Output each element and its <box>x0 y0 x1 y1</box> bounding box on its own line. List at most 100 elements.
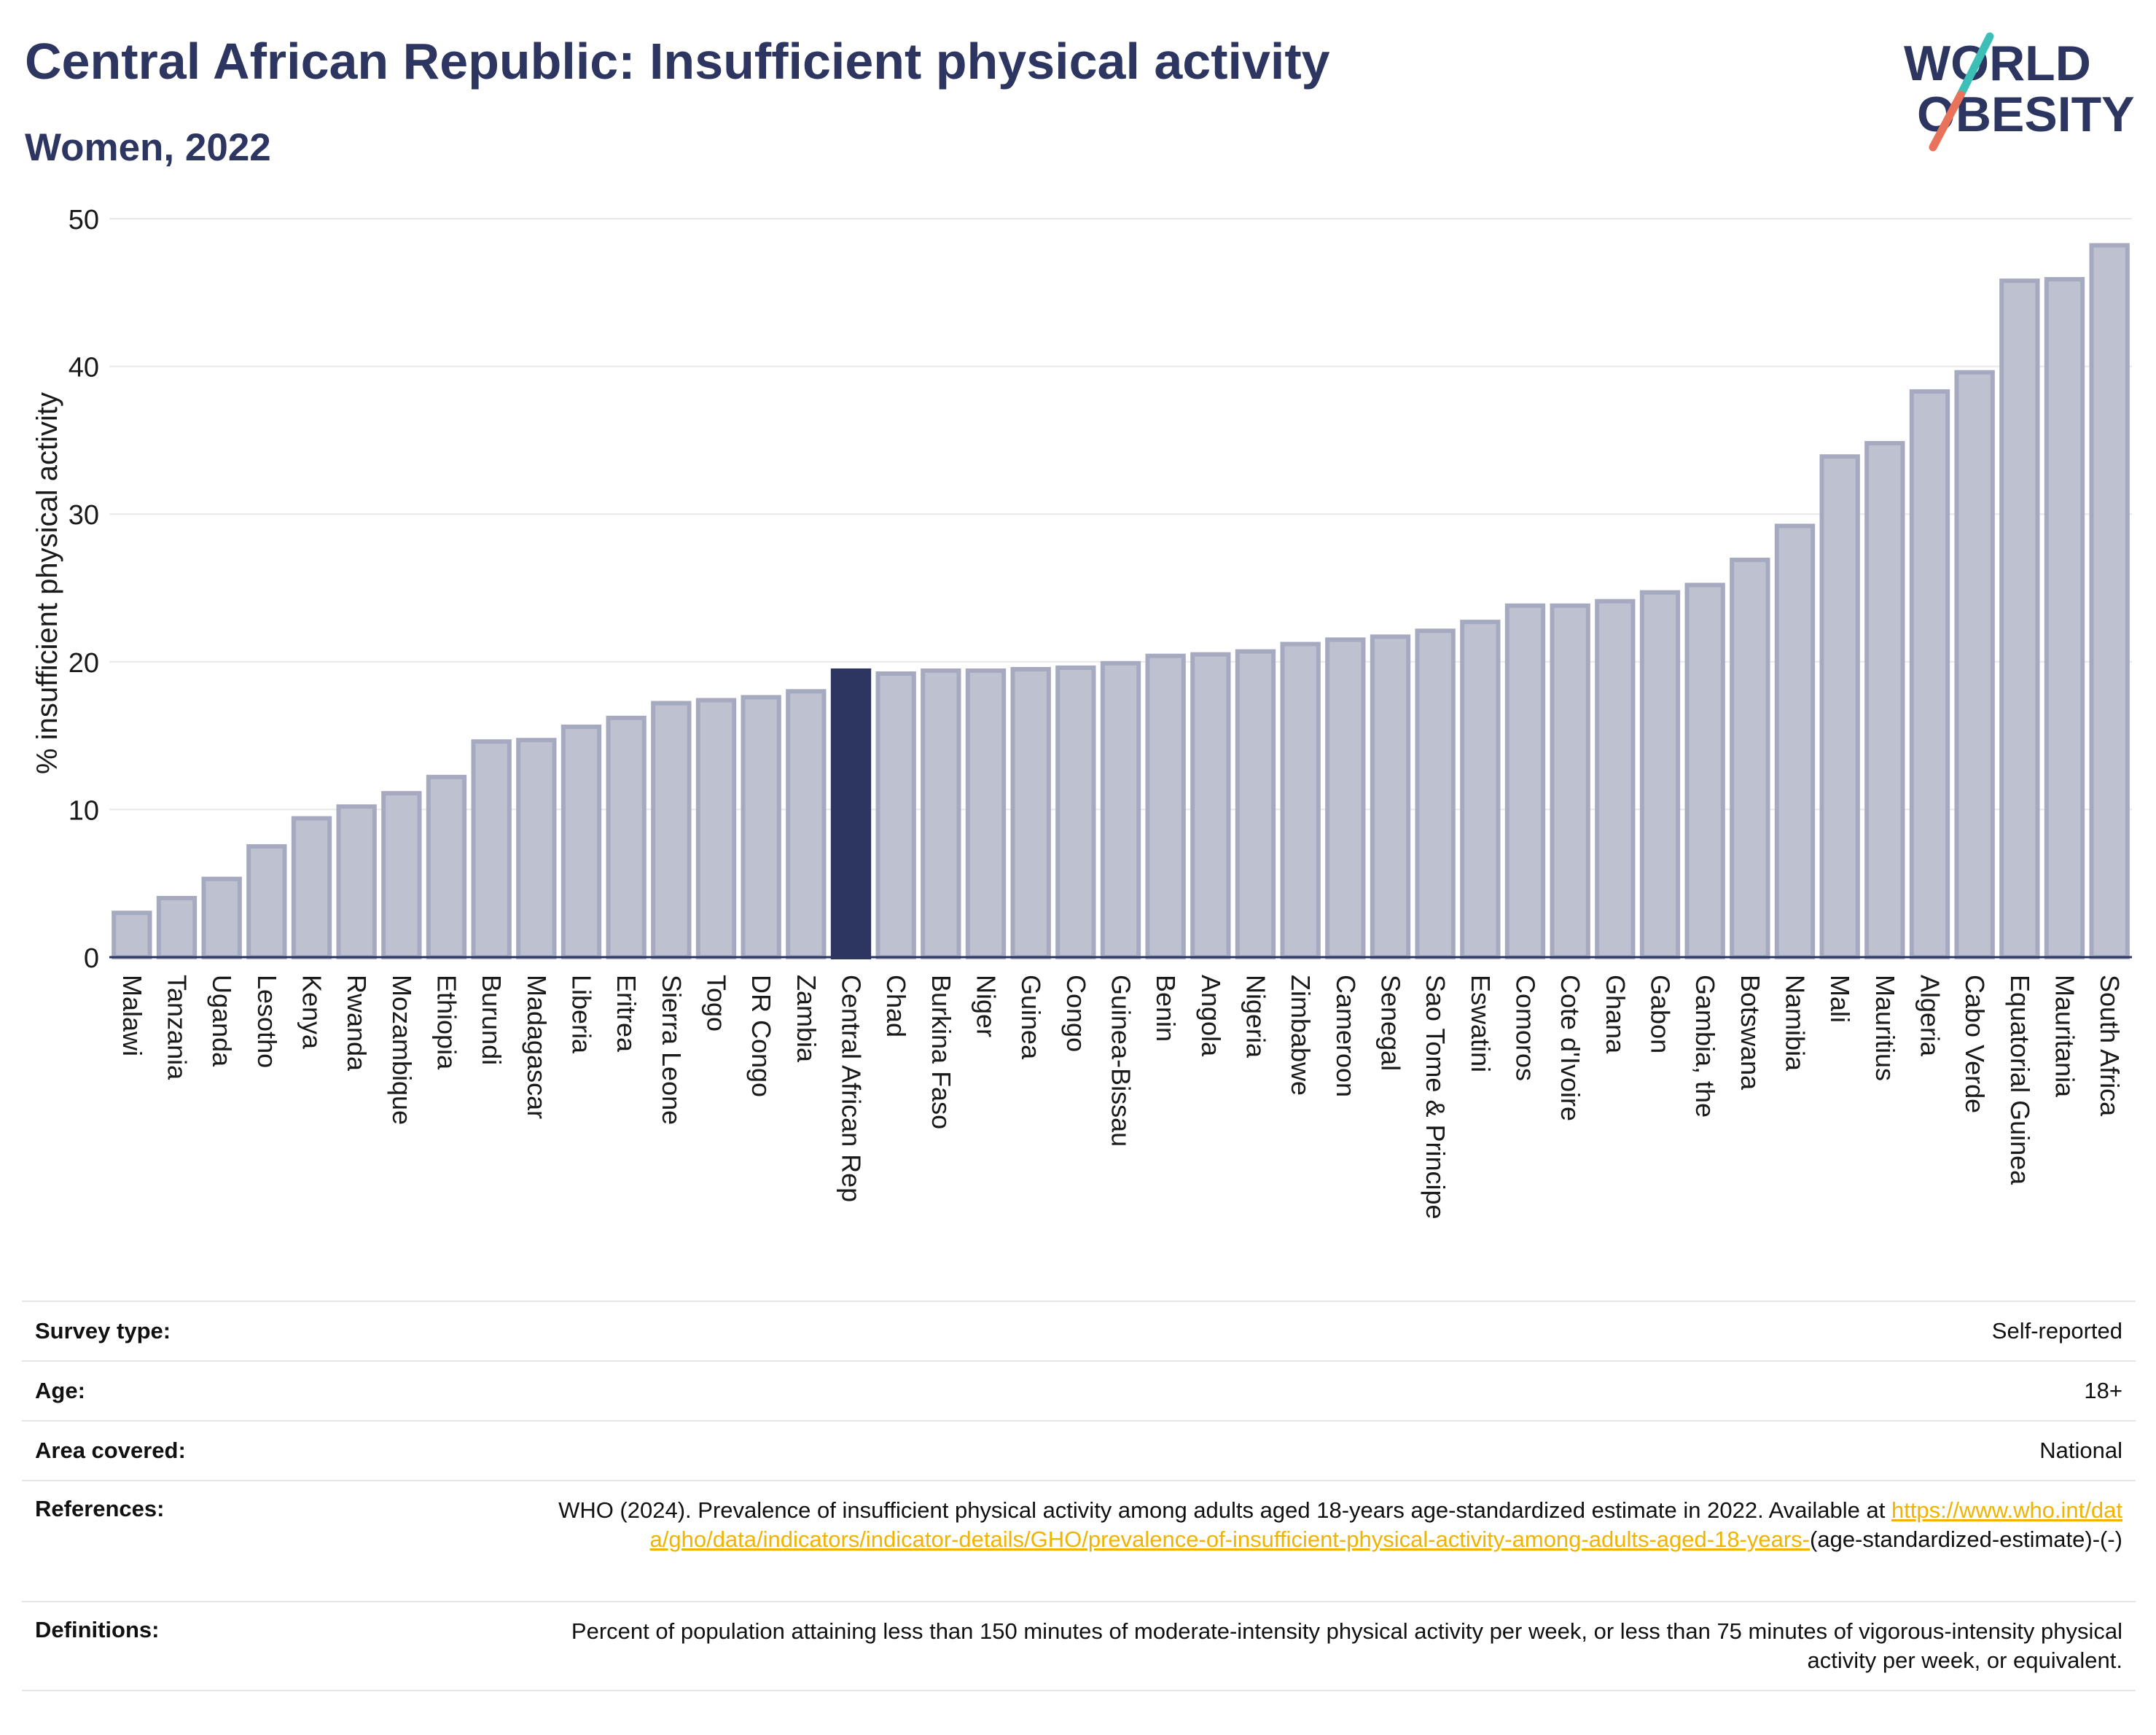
meta-row-age: Age: 18+ <box>22 1360 2136 1420</box>
x-tick-label: Cameroon <box>1331 975 1361 1097</box>
bar <box>1415 628 1456 960</box>
x-tick-label: Uganda <box>207 975 237 1067</box>
x-tick-label: Mali <box>1825 975 1855 1023</box>
x-tick-label: Cote d'Ivoire <box>1555 975 1585 1121</box>
meta-row-references: References: WHO (2024). Prevalence of in… <box>22 1480 2136 1601</box>
x-tick-label: Chad <box>881 975 911 1037</box>
bar <box>1639 590 1681 959</box>
x-tick-label: South Africa <box>2095 975 2125 1117</box>
definitions-text: Percent of population attaining less tha… <box>571 1618 2122 1673</box>
x-tick-label: Tanzania <box>163 975 192 1080</box>
x-tick-label: Central African Rep <box>837 975 867 1202</box>
bar <box>1774 523 1816 959</box>
bar <box>1595 599 1636 959</box>
bar-chart: 0 10 20 30 40 50 Malawi Tanzania Uganda Lesotho K… <box>31 205 2132 1220</box>
x-tick-label: Nigeria <box>1241 975 1271 1058</box>
x-tick-label: Lesotho <box>252 975 282 1068</box>
meta-label: Definitions: <box>35 1617 160 1642</box>
bar <box>471 739 512 959</box>
bar <box>156 895 198 959</box>
x-tick-label: Sierra Leone <box>657 975 687 1125</box>
meta-row-area-covered: Area covered: National <box>22 1420 2136 1480</box>
y-tick-label: 20 <box>69 648 99 679</box>
bar <box>1954 370 1995 960</box>
meta-label: Survey type: <box>35 1318 171 1344</box>
x-tick-label: Angola <box>1196 975 1226 1057</box>
x-tick-label: Togo <box>702 975 732 1032</box>
y-tick-label: 40 <box>69 353 99 383</box>
bar <box>1909 389 1950 959</box>
references-citation: WHO (2024). Prevalence of insufficient p… <box>558 1497 1886 1523</box>
x-tick-label: Liberia <box>567 975 597 1054</box>
chart-title: Central African Republic: Insufficient p… <box>25 33 1330 90</box>
y-axis-label: % insufficient physical activity <box>31 392 63 774</box>
bar <box>426 774 467 959</box>
bars <box>112 243 2130 960</box>
bar <box>1819 454 1860 959</box>
meta-label: Age: <box>35 1378 85 1403</box>
bar <box>1460 620 1501 960</box>
meta-row-survey-type: Survey type: Self-reported <box>22 1301 2136 1360</box>
x-tick-labels: Malawi Tanzania Uganda Lesotho Kenya Rwanda Mo… <box>117 975 2125 1220</box>
bar <box>875 671 916 959</box>
x-tick-label: Equatorial Guinea <box>2005 975 2035 1185</box>
x-tick-label: Burkina Faso <box>926 975 956 1129</box>
x-tick-label: Namibia <box>1781 975 1811 1072</box>
x-tick-label: Benin <box>1151 975 1181 1042</box>
x-tick-label: Kenya <box>297 975 327 1050</box>
x-tick-label: Mauritius <box>1870 975 1900 1081</box>
x-tick-label: Zimbabwe <box>1286 975 1316 1096</box>
bar <box>1370 634 1411 959</box>
x-tick-label: Niger <box>972 975 1001 1037</box>
x-tick-label: Guinea-Bissau <box>1106 975 1136 1147</box>
bar <box>786 689 827 959</box>
bar <box>1145 653 1186 959</box>
y-tick-label: 0 <box>84 943 99 974</box>
bar <box>1684 582 1725 959</box>
bar <box>651 701 692 959</box>
bar <box>1550 603 1590 959</box>
bar <box>112 911 152 959</box>
x-tick-label: Mozambique <box>387 975 417 1125</box>
x-tick-label: Gambia, the <box>1690 975 1720 1118</box>
references-link[interactable]: https://www.who.int/data/gho/data/indica… <box>649 1497 2123 1552</box>
x-tick-label: Eswatini <box>1466 975 1496 1072</box>
x-tick-label: Zambia <box>792 975 821 1063</box>
meta-label: References: <box>35 1496 165 1521</box>
bar <box>1010 666 1051 959</box>
bar <box>1055 665 1096 959</box>
logo-line1: WORLD <box>1904 36 2091 91</box>
bar <box>291 816 332 960</box>
bar <box>921 668 961 959</box>
bar <box>1100 660 1141 959</box>
bar <box>741 695 781 959</box>
x-tick-label: Gabon <box>1646 975 1676 1053</box>
bar <box>1280 642 1321 959</box>
y-tick-label: 10 <box>69 795 99 826</box>
bar <box>336 804 377 960</box>
x-tick-label: Rwanda <box>342 975 372 1072</box>
x-tick-label: Cabo Verde <box>1960 975 1990 1113</box>
bar <box>1235 649 1276 959</box>
bar <box>1190 652 1231 959</box>
bar <box>965 668 1007 959</box>
chart-subtitle: Women, 2022 <box>25 126 271 169</box>
references-text: WHO (2024). Prevalence of insufficient p… <box>548 1496 2136 1601</box>
bar <box>381 791 422 960</box>
x-tick-label: Mauritania <box>2050 975 2080 1098</box>
bar <box>1730 558 1770 959</box>
bar <box>561 724 602 959</box>
bar <box>516 738 557 959</box>
bar <box>201 876 242 959</box>
x-tick-label: Sao Tome & Principe <box>1421 975 1450 1220</box>
x-tick-label: DR Congo <box>746 975 776 1097</box>
y-tick-label: 50 <box>69 205 99 235</box>
bar <box>2044 277 2085 960</box>
x-tick-label: Burundi <box>477 975 507 1065</box>
references-suffix: (age-standardized-estimate)-(-) <box>1810 1527 2122 1552</box>
bar <box>2089 243 2130 959</box>
x-tick-label: Madagascar <box>522 975 552 1119</box>
x-tick-label: Congo <box>1061 975 1091 1052</box>
x-tick-label: Ethiopia <box>432 975 462 1070</box>
x-tick-label: Eritrea <box>612 975 641 1053</box>
